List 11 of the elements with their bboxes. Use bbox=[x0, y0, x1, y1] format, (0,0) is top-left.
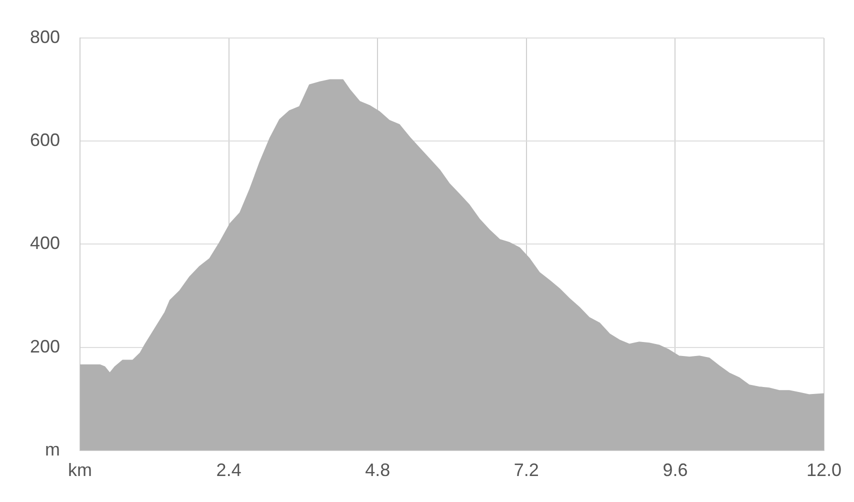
x-tick-label: 12.0 bbox=[806, 460, 842, 480]
x-tick-label: km bbox=[68, 460, 92, 480]
y-tick-label: m bbox=[45, 439, 60, 460]
x-tick-label: 4.8 bbox=[365, 460, 390, 480]
y-tick-label: 200 bbox=[30, 336, 60, 356]
x-tick-label: 2.4 bbox=[216, 460, 242, 480]
x-tick-label: 9.6 bbox=[662, 460, 688, 480]
x-tick-label: 7.2 bbox=[514, 460, 539, 480]
y-tick-label: 400 bbox=[30, 233, 60, 254]
y-tick-label: 800 bbox=[30, 26, 60, 47]
y-tick-label: 600 bbox=[30, 130, 60, 150]
